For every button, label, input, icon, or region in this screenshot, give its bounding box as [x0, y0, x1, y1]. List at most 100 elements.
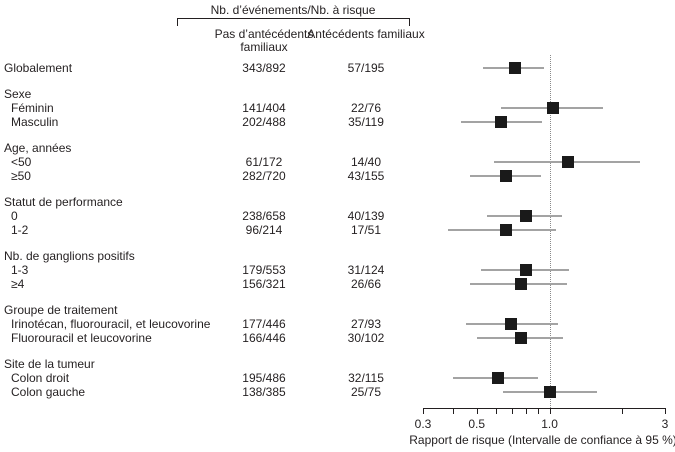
row-label: ≥50 [11, 169, 31, 183]
row-label: Masculin [11, 115, 59, 129]
family-history-value: 17/51 [350, 223, 382, 237]
hazard-ratio-marker [514, 278, 527, 290]
row-plot [423, 101, 665, 115]
family-history-value: 30/102 [347, 331, 385, 345]
row-plot [423, 155, 665, 169]
family-history-value: 40/139 [347, 209, 385, 223]
forest-row-item: ≥4 156/321 26/66 [0, 277, 675, 291]
row-label: ≥4 [11, 277, 25, 291]
forest-row-item: ≥50 282/720 43/155 [0, 169, 675, 183]
family-history-value: 32/115 [348, 371, 384, 385]
x-axis-tick [665, 408, 666, 414]
row-plot [423, 385, 665, 399]
family-history-value: 27/93 [350, 317, 382, 331]
row-label: Irinotécan, fluorouracil, et leucovorine [11, 317, 211, 331]
family-history-value: 26/66 [350, 277, 382, 291]
forest-row-group: Site de la tumeur [0, 357, 675, 371]
hazard-ratio-marker [491, 372, 504, 384]
family-history-value: 22/76 [350, 101, 382, 115]
x-axis: 0.3 0.5 1.0 3 [415, 408, 668, 438]
row-label: Groupe de traitement [4, 303, 118, 317]
x-axis-tick [423, 408, 424, 414]
row-plot [423, 169, 665, 183]
x-axis-tick [476, 408, 478, 414]
forest-row-item: 1-3 179/553 31/124 [0, 263, 675, 277]
row-label: 1-2 [11, 223, 29, 237]
x-axis-tick [549, 408, 551, 414]
hazard-ratio-marker [494, 116, 507, 128]
row-plot [423, 209, 665, 223]
forest-row-group: Nb. de ganglions positifs [0, 249, 675, 263]
hazard-ratio-marker [520, 210, 533, 222]
forest-row-item: Féminin 141/404 22/76 [0, 101, 675, 115]
hazard-ratio-marker [499, 170, 512, 182]
row-label: Fluorouracil et leucovorine [11, 331, 152, 345]
row-label: Age, années [4, 141, 72, 155]
row-plot [423, 223, 665, 237]
row-plot [423, 317, 665, 331]
forest-row-item: Colon droit 195/486 32/115 [0, 371, 675, 385]
no-family-history-value: 195/486 [242, 371, 286, 385]
forest-row-overall: Globalement 343/892 57/195 [0, 61, 675, 75]
x-axis-tick [622, 408, 624, 414]
hazard-ratio-marker [546, 102, 559, 114]
row-label: Colon droit [11, 371, 70, 385]
row-plot [423, 263, 665, 277]
forest-row-group: Sexe [0, 87, 675, 101]
row-plot [423, 331, 665, 345]
no-family-history-value: 141/404 [242, 101, 286, 115]
forest-row-item: Irinotécan, fluorouracil, et leucovorine… [0, 317, 675, 331]
x-axis-tick-label: 3 [661, 417, 669, 431]
no-family-history-value: 179/553 [242, 263, 286, 277]
row-label: Nb. de ganglions positifs [4, 249, 135, 263]
x-axis-tick-label: 0.3 [414, 417, 432, 431]
forest-row-item: Fluorouracil et leucovorine 166/446 30/102 [0, 331, 675, 345]
forest-row-group: Age, années [0, 141, 675, 155]
header-bracket [177, 18, 410, 26]
family-history-value: 57/195 [347, 61, 385, 75]
hazard-ratio-marker [499, 224, 512, 236]
row-plot [423, 277, 665, 291]
no-family-history-value: 156/321 [242, 277, 286, 291]
row-label: Statut de performance [4, 195, 123, 209]
hazard-ratio-marker [504, 318, 517, 330]
row-label: Globalement [4, 61, 73, 75]
row-plot [423, 371, 665, 385]
forest-row-item: Colon gauche 138/385 25/75 [0, 385, 675, 399]
no-family-history-value: 166/446 [242, 331, 286, 345]
row-label: <50 [11, 155, 32, 169]
no-family-history-value: 238/658 [242, 209, 286, 223]
row-label: 1-3 [11, 263, 29, 277]
no-family-history-value: 96/214 [245, 223, 283, 237]
row-label: 0 [11, 209, 18, 223]
hazard-ratio-marker [561, 156, 574, 168]
x-axis-tick [538, 408, 540, 414]
hazard-ratio-marker [514, 332, 527, 344]
family-history-value: 35/119 [348, 115, 384, 129]
forest-row-group: Groupe de traitement [0, 303, 675, 317]
forest-row-item: Masculin 202/488 35/119 [0, 115, 675, 129]
x-axis-tick [512, 408, 514, 414]
row-label: Site de la tumeur [4, 357, 95, 371]
events-at-risk-header: Nb. d’événements/Nb. à risque [210, 3, 376, 17]
row-plot [423, 115, 665, 129]
x-axis-tick [495, 408, 497, 414]
no-family-history-value: 177/446 [242, 317, 286, 331]
x-axis-tick-label: 1.0 [541, 417, 558, 431]
row-label: Sexe [4, 87, 32, 101]
family-history-value: 43/155 [347, 169, 385, 183]
row-label: Colon gauche [11, 385, 86, 399]
no-family-history-value: 343/892 [242, 61, 286, 75]
column-header-family-history: Antécédents familiaux [307, 27, 425, 41]
family-history-value: 14/40 [350, 155, 382, 169]
forest-row-item: 0 238/658 40/139 [0, 209, 675, 223]
no-family-history-value: 138/385 [242, 385, 286, 399]
hazard-ratio-marker [509, 62, 521, 74]
hazard-ratio-marker [520, 264, 533, 276]
x-axis-title: Rapport de risque (Intervalle de confian… [409, 433, 675, 447]
no-family-history-value: 61/172 [245, 155, 283, 169]
hazard-ratio-marker [543, 386, 556, 398]
x-axis-tick-label: 0.5 [468, 417, 486, 431]
x-axis-line [423, 408, 665, 409]
